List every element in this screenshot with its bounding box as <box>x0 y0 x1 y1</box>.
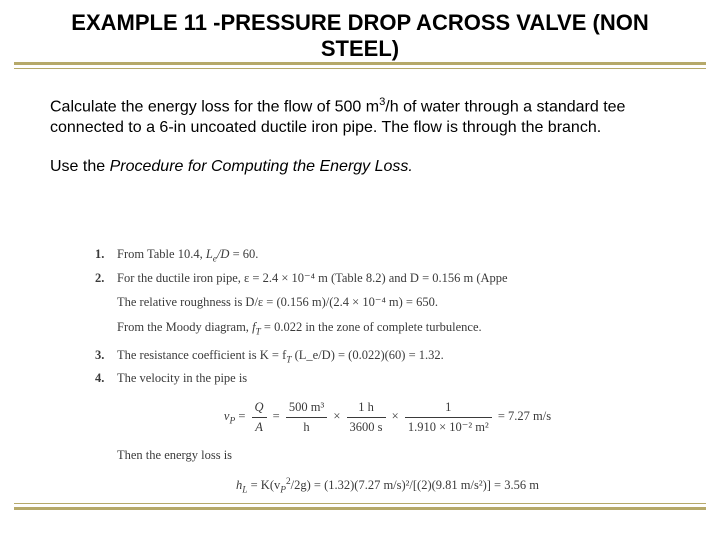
para2-italic: Procedure for Computing the Energy Loss. <box>110 158 413 175</box>
para1-a: Calculate the energy loss for the flow o… <box>50 98 379 115</box>
bottom-rule-thin <box>14 503 706 504</box>
step-3-text: The resistance coefficient is K = fT (L_… <box>117 346 680 368</box>
solution-steps: 1. From Table 10.4, Le/D = 60. 2. For th… <box>95 245 680 508</box>
slide-title: EXAMPLE 11 -PRESSURE DROP ACROSS VALVE (… <box>50 10 670 63</box>
bottom-rule-thick <box>14 507 706 510</box>
then-text: Then the energy loss is <box>117 446 680 465</box>
top-rule-thin <box>14 68 706 69</box>
step-2c-b: = 0.022 in the zone of complete turbulen… <box>261 320 482 334</box>
step-2: 2. For the ductile iron pipe, ε = 2.4 × … <box>95 269 680 288</box>
step-3: 3. The resistance coefficient is K = fT … <box>95 346 680 368</box>
step-2c: From the Moody diagram, fT = 0.022 in th… <box>117 318 680 340</box>
step-2-num: 2. <box>95 269 117 288</box>
step-2-text: For the ductile iron pipe, ε = 2.4 × 10⁻… <box>117 269 680 288</box>
step-2c-a: From the Moody diagram, <box>117 320 252 334</box>
step-4: 4. The velocity in the pipe is <box>95 369 680 388</box>
paragraph-1: Calculate the energy loss for the flow o… <box>50 95 670 139</box>
step-2b: The relative roughness is D/ε = (0.156 m… <box>117 293 680 312</box>
headloss-equation: hL = K(vP2/2g) = (1.32)(7.27 m/s)²/[(2)(… <box>95 475 680 498</box>
step-4-num: 4. <box>95 369 117 388</box>
step-3-b: (L_e/D) = (0.022)(60) = 1.32. <box>291 348 443 362</box>
step-3-a: The resistance coefficient is K = f <box>117 348 286 362</box>
step-1-num: 1. <box>95 245 117 267</box>
step-1: 1. From Table 10.4, Le/D = 60. <box>95 245 680 267</box>
step-4-text: The velocity in the pipe is <box>117 369 680 388</box>
velocity-equation: vP = QA = 500 m³h × 1 h3600 s × 11.910 ×… <box>95 398 680 437</box>
step-3-num: 3. <box>95 346 117 368</box>
body-text: Calculate the energy loss for the flow o… <box>50 95 670 178</box>
para2-a: Use the <box>50 158 110 175</box>
slide: EXAMPLE 11 -PRESSURE DROP ACROSS VALVE (… <box>0 0 720 540</box>
step-1-text: From Table 10.4, Le/D = 60. <box>117 245 680 267</box>
paragraph-2: Use the Procedure for Computing the Ener… <box>50 157 670 178</box>
